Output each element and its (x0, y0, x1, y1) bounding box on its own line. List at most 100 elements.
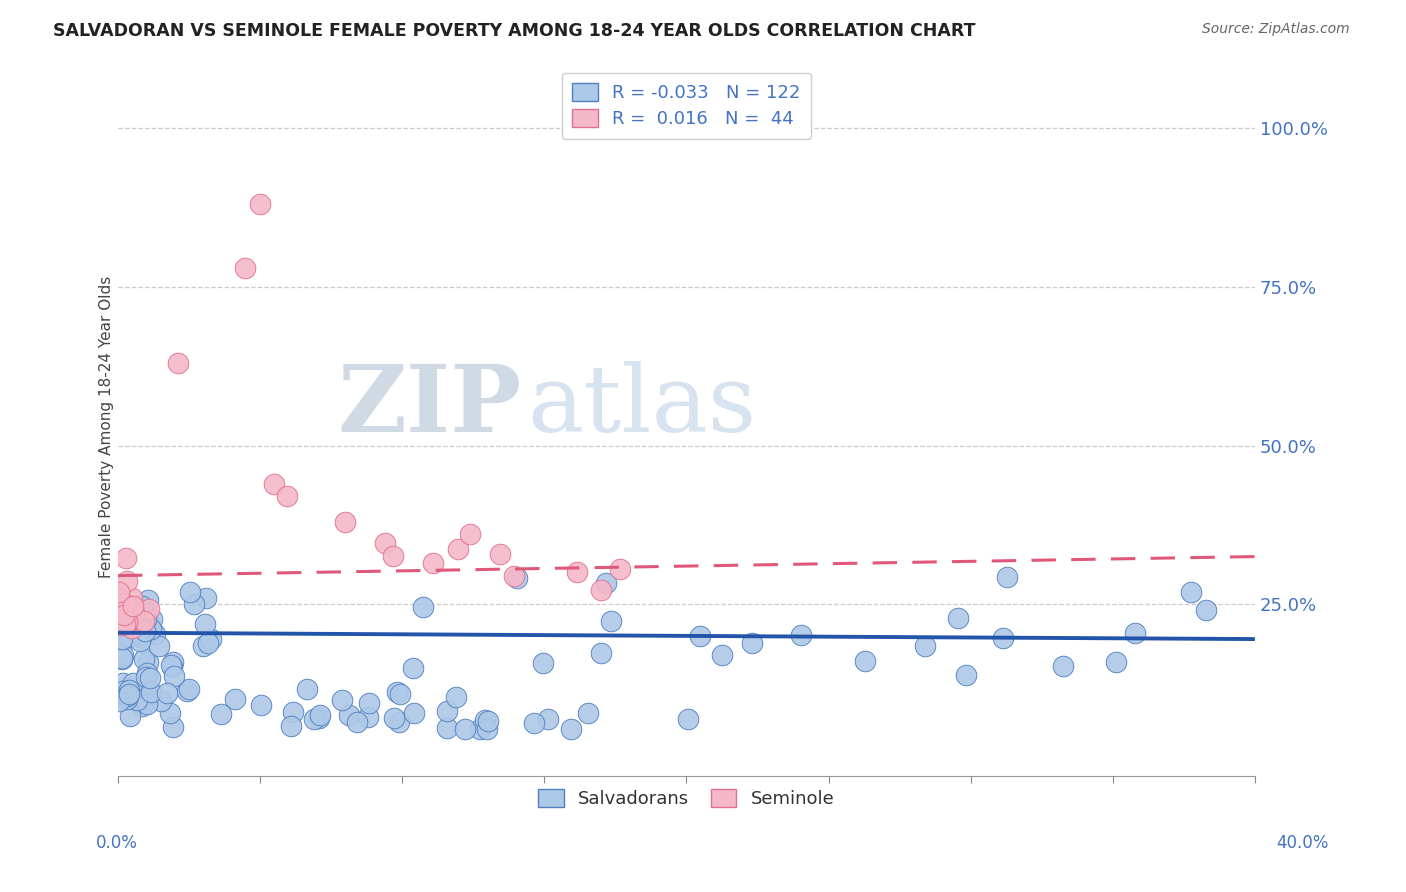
Point (1180, 585, 1202, 599)
Point (468, 722, 491, 736)
Point (141, 612, 163, 626)
Point (374, 535, 396, 549)
Point (108, 604, 131, 618)
Point (330, 692, 353, 706)
Point (991, 632, 1014, 646)
Point (523, 716, 546, 731)
Point (115, 615, 138, 629)
Point (488, 547, 510, 561)
Point (600, 615, 623, 629)
Point (108, 628, 131, 642)
Point (131, 599, 153, 613)
Point (110, 618, 132, 632)
Text: SALVADORAN VS SEMINOLE FEMALE POVERTY AMONG 18-24 YEAR OLDS CORRELATION CHART: SALVADORAN VS SEMINOLE FEMALE POVERTY AM… (53, 22, 976, 40)
Text: atlas: atlas (527, 360, 756, 450)
Point (117, 600, 139, 615)
Point (249, 197, 271, 211)
Point (1105, 655, 1128, 669)
Point (422, 556, 444, 570)
Text: 0.0%: 0.0% (96, 834, 138, 852)
Point (110, 611, 132, 625)
Point (177, 681, 200, 696)
Legend: Salvadorans, Seminole: Salvadorans, Seminole (531, 782, 842, 815)
Point (477, 722, 499, 736)
Point (121, 621, 143, 635)
Point (139, 671, 162, 685)
Point (128, 625, 150, 640)
Point (276, 489, 298, 503)
Point (955, 668, 977, 682)
Point (506, 571, 529, 585)
Point (110, 632, 132, 646)
Point (112, 616, 135, 631)
Point (458, 526, 481, 541)
Point (118, 687, 141, 701)
Point (335, 515, 357, 529)
Point (853, 654, 876, 668)
Point (114, 597, 136, 611)
Point (120, 709, 142, 723)
Point (138, 655, 160, 669)
Point (446, 690, 468, 705)
Point (125, 693, 148, 707)
Point (138, 602, 160, 616)
Point (948, 610, 970, 624)
Point (381, 549, 404, 563)
Point (194, 617, 217, 632)
Point (136, 592, 159, 607)
Point (447, 542, 470, 557)
Point (388, 687, 411, 701)
Point (131, 608, 153, 623)
Point (337, 708, 360, 723)
Point (281, 705, 304, 719)
Point (112, 676, 135, 690)
Point (280, 719, 302, 733)
Point (143, 627, 166, 641)
Text: Source: ZipAtlas.com: Source: ZipAtlas.com (1202, 22, 1350, 37)
Point (124, 625, 146, 640)
Point (129, 615, 152, 629)
Point (233, 260, 256, 275)
Point (531, 656, 554, 670)
Point (193, 639, 215, 653)
Point (454, 723, 477, 737)
Point (107, 596, 129, 610)
Point (436, 704, 458, 718)
Point (122, 606, 145, 620)
Point (163, 669, 186, 683)
Point (304, 712, 326, 726)
Point (122, 675, 145, 690)
Point (134, 624, 156, 639)
Point (789, 627, 811, 641)
Point (117, 689, 139, 703)
Point (412, 600, 434, 615)
Point (160, 658, 183, 673)
Point (309, 708, 332, 723)
Point (120, 692, 142, 706)
Point (111, 684, 134, 698)
Point (148, 639, 170, 653)
Point (135, 612, 157, 626)
Point (132, 628, 155, 642)
Point (115, 607, 138, 622)
Point (162, 655, 184, 669)
Point (129, 630, 152, 644)
Point (589, 646, 612, 660)
Point (387, 715, 409, 730)
Point (200, 632, 222, 646)
Point (1052, 659, 1074, 673)
Point (224, 691, 246, 706)
Point (117, 615, 139, 630)
Point (1195, 603, 1218, 617)
Point (474, 713, 496, 727)
Point (122, 620, 145, 634)
Point (112, 607, 135, 622)
Point (402, 660, 425, 674)
Point (115, 551, 138, 566)
Point (346, 715, 368, 730)
Point (117, 599, 139, 613)
Point (209, 707, 232, 722)
Point (197, 636, 219, 650)
Point (108, 585, 131, 599)
Point (149, 694, 172, 708)
